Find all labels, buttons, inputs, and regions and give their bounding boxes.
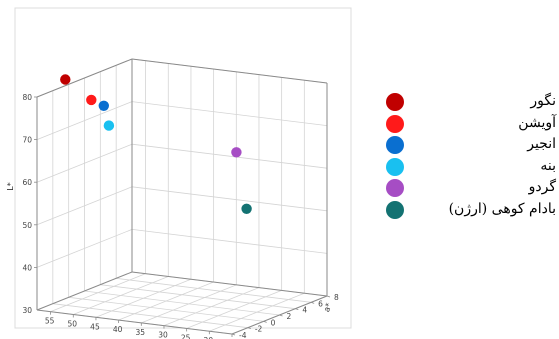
legend-item: بنه [386,157,556,179]
tick-mark [231,333,236,336]
tick-label-b: 35 [136,328,146,337]
tick-label-b: 20 [204,336,214,339]
tick-label-b: 55 [45,317,55,326]
tick-mark [263,320,267,323]
data-point [98,100,110,112]
tick-label-l: 70 [22,136,32,145]
axis-edge [131,271,328,297]
axis-edge [36,271,133,311]
tick-label-b: 40 [113,325,123,334]
data-point [60,74,71,85]
tick-label-l: 40 [22,263,32,272]
tick-label-b: 45 [90,322,100,331]
legend: نگور آویشن انجیر بنه گردو بادام کوهی (ار… [386,92,556,221]
tick-label-a: -4 [239,331,247,339]
legend-item: انجیر [386,135,556,157]
tick-label-l: 60 [22,178,32,187]
legend-swatch [386,93,404,111]
legend-swatch [386,157,404,176]
axis-label-a: a* [322,302,334,313]
legend-item: بادام کوهی (ارژن) [386,200,556,222]
axis-edge [131,58,328,84]
tick-label-a: 2 [287,312,292,321]
legend-label: بادام کوهی (ارژن) [448,200,556,217]
back-wall-pane [132,59,327,296]
data-points [60,74,252,214]
tick-label-b: 25 [181,333,191,339]
grid-line [36,101,133,140]
tick-mark [247,327,251,330]
tick-label-l: 80 [22,93,32,102]
legend-label: انجیر [527,136,556,152]
scatter-3d-plot: 152025303540455055-4-202468405060708030 … [6,7,352,339]
grid-line [100,284,296,310]
data-point [86,94,97,106]
grid-line [68,296,264,322]
grid-line [52,303,248,329]
tick-mark [279,314,283,317]
axis-label-l: L* [6,182,15,190]
legend-item: آویشن [386,114,556,136]
tick-label-l: 50 [22,221,32,230]
axis-edge [36,58,133,98]
legend-swatch [386,136,404,154]
grid-line [131,101,328,126]
grid-line [116,277,312,303]
grid-line [131,143,328,169]
data-point [231,147,242,158]
legend-label: گردو [528,179,556,195]
tick-mark [295,308,299,311]
grid-line [36,186,133,226]
legend-item: نگور [386,92,556,114]
legend-swatch [386,114,404,133]
data-point [241,203,252,214]
grid-line [36,143,133,183]
grid-line [131,186,328,212]
grid-line [84,290,280,316]
legend-label: بنه [540,157,556,174]
tick-label-b: 30 [158,331,168,339]
tick-label-a: 4 [302,306,307,315]
tick-label-a: -2 [255,325,263,334]
tick-label-l: 30 [22,306,32,315]
axis-labels: b* a* L* [6,182,334,313]
grid-line [131,229,328,254]
legend-swatch [386,200,404,219]
grid-line [36,229,133,268]
tick-label-a: 8 [334,293,339,302]
tick-mark [311,301,315,304]
tick-label-b: 50 [68,319,78,328]
tick-label-a: 0 [271,318,276,327]
legend-label: آویشن [518,114,556,131]
tick-mark [326,295,331,298]
legend-item: گردو [386,178,556,200]
axis-edge [36,309,233,335]
data-point [103,120,115,131]
tick-label-a: 6 [318,299,323,308]
legend-swatch [386,179,404,197]
legend-label: نگور [530,93,556,109]
